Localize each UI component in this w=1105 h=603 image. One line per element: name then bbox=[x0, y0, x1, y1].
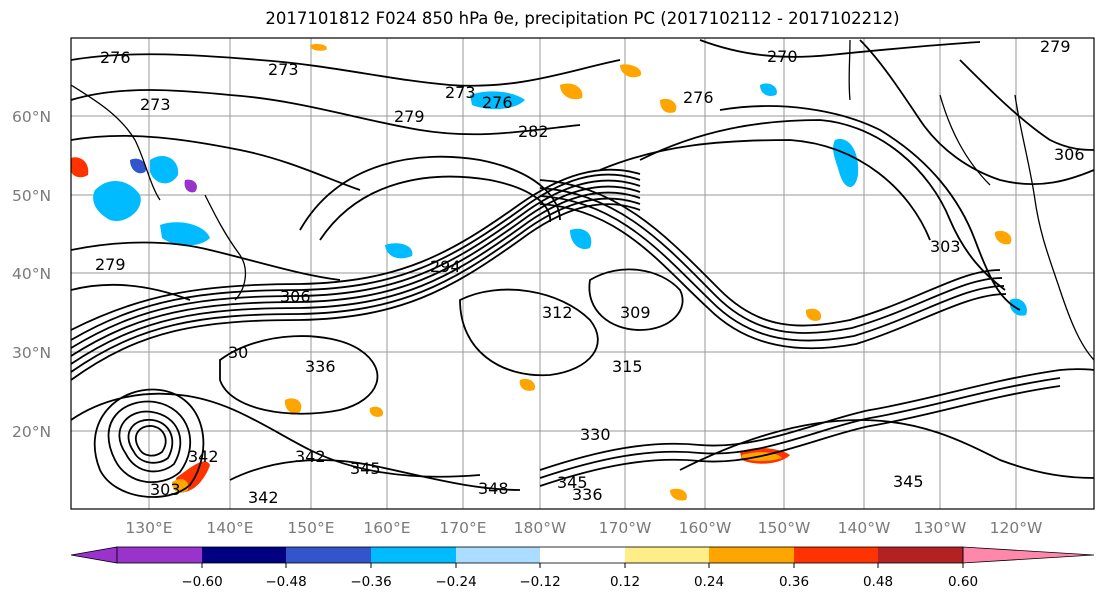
colorbar: −0.60 −0.48 −0.36 −0.24 −0.12 0.12 0.24 … bbox=[70, 546, 1095, 590]
lon-label: 150°W bbox=[758, 519, 811, 537]
contour-label: 306 bbox=[1054, 145, 1085, 164]
lon-label: 170°E bbox=[439, 519, 486, 537]
colorbar-segment bbox=[202, 547, 286, 563]
colorbar-segment bbox=[540, 547, 625, 563]
colorbar-tick-label: −0.60 bbox=[181, 574, 222, 590]
contour-label: 342 bbox=[248, 488, 279, 507]
lon-label: 130°W bbox=[914, 519, 967, 537]
contour-label: 309 bbox=[620, 303, 651, 322]
colorbar-segment bbox=[456, 547, 540, 563]
contour-label: 279 bbox=[1040, 37, 1071, 56]
contour-label: 273 bbox=[268, 60, 299, 79]
contour-label: 315 bbox=[612, 357, 643, 376]
colorbar-segment bbox=[286, 547, 371, 563]
colorbar-segment bbox=[709, 547, 794, 563]
map-title: 2017101812 F024 850 hPa θe, precipitatio… bbox=[265, 9, 900, 28]
contour-label: 30 bbox=[228, 343, 248, 362]
lat-label: 40°N bbox=[12, 265, 51, 283]
contour-label: 276 bbox=[482, 93, 513, 112]
colorbar-max-extension bbox=[962, 546, 1095, 564]
lon-label: 160°W bbox=[679, 519, 732, 537]
lat-label: 20°N bbox=[12, 423, 51, 441]
colorbar-ticks bbox=[201, 563, 964, 568]
colorbar-tick-label: −0.12 bbox=[519, 574, 560, 590]
contour-label: 342 bbox=[188, 447, 219, 466]
lat-label: 50°N bbox=[12, 187, 51, 205]
contour-label: 273 bbox=[140, 95, 171, 114]
contour-label: 276 bbox=[683, 88, 714, 107]
lon-label: 170°W bbox=[599, 519, 652, 537]
contour-label: 345 bbox=[350, 459, 381, 478]
latitude-labels: 60°N 50°N 40°N 30°N 20°N bbox=[12, 108, 51, 441]
colorbar-tick-label: −0.24 bbox=[435, 574, 476, 590]
contour-label: 312 bbox=[542, 303, 573, 322]
contour-label: 282 bbox=[518, 122, 549, 141]
colorbar-tick-label: 0.12 bbox=[610, 574, 640, 590]
contour-labels: 276 273 273 276 282 279 270 276 279 306 … bbox=[95, 37, 1085, 507]
lon-label: 160°E bbox=[363, 519, 410, 537]
colorbar-segment bbox=[794, 547, 878, 563]
colorbar-tick-label: −0.36 bbox=[350, 574, 391, 590]
contour-label: 279 bbox=[95, 255, 126, 274]
contour-label: 303 bbox=[930, 237, 961, 256]
lat-label: 30°N bbox=[12, 344, 51, 362]
contour-label: 348 bbox=[478, 479, 509, 498]
colorbar-tick-label: 0.36 bbox=[779, 574, 809, 590]
colorbar-tick-labels: −0.60 −0.48 −0.36 −0.24 −0.12 0.12 0.24 … bbox=[181, 574, 978, 590]
lon-label: 180°W bbox=[514, 519, 567, 537]
contour-label: 303 bbox=[150, 480, 181, 499]
contour-label: 270 bbox=[767, 47, 798, 66]
colorbar-tick-label: 0.24 bbox=[694, 574, 724, 590]
lon-label: 140°W bbox=[838, 519, 891, 537]
colorbar-tick-label: 0.48 bbox=[863, 574, 893, 590]
graticule bbox=[71, 38, 1094, 509]
colorbar-tick-label: −0.48 bbox=[265, 574, 306, 590]
theta-e-contours bbox=[71, 39, 1094, 498]
colorbar-min-extension bbox=[70, 546, 118, 564]
colorbar-segment bbox=[371, 547, 456, 563]
coastlines bbox=[71, 39, 1094, 361]
contour-label: 345 bbox=[557, 473, 588, 492]
contour-label: 273 bbox=[445, 83, 476, 102]
contour-label: 279 bbox=[394, 107, 425, 126]
colorbar-tick-label: 0.60 bbox=[948, 574, 978, 590]
lat-label: 60°N bbox=[12, 108, 51, 126]
lon-label: 120°W bbox=[990, 519, 1043, 537]
lon-label: 140°E bbox=[206, 519, 253, 537]
contour-label: 336 bbox=[305, 357, 336, 376]
contour-label: 330 bbox=[580, 425, 611, 444]
contour-label: 294 bbox=[430, 257, 461, 276]
colorbar-segment bbox=[625, 547, 709, 563]
lon-label: 150°E bbox=[287, 519, 334, 537]
contour-label: 336 bbox=[572, 485, 603, 504]
colorbar-segment bbox=[117, 547, 202, 563]
longitude-labels: 130°E 140°E 150°E 160°E 170°E 180°W 170°… bbox=[125, 519, 1042, 537]
contour-label: 306 bbox=[280, 287, 311, 306]
contour-label: 345 bbox=[893, 472, 924, 491]
contour-label: 342 bbox=[295, 447, 326, 466]
lon-label: 130°E bbox=[125, 519, 172, 537]
map-panel: 276 273 273 276 282 279 270 276 279 306 … bbox=[70, 37, 1095, 510]
contour-label: 276 bbox=[100, 48, 131, 67]
colorbar-segment bbox=[878, 547, 963, 563]
